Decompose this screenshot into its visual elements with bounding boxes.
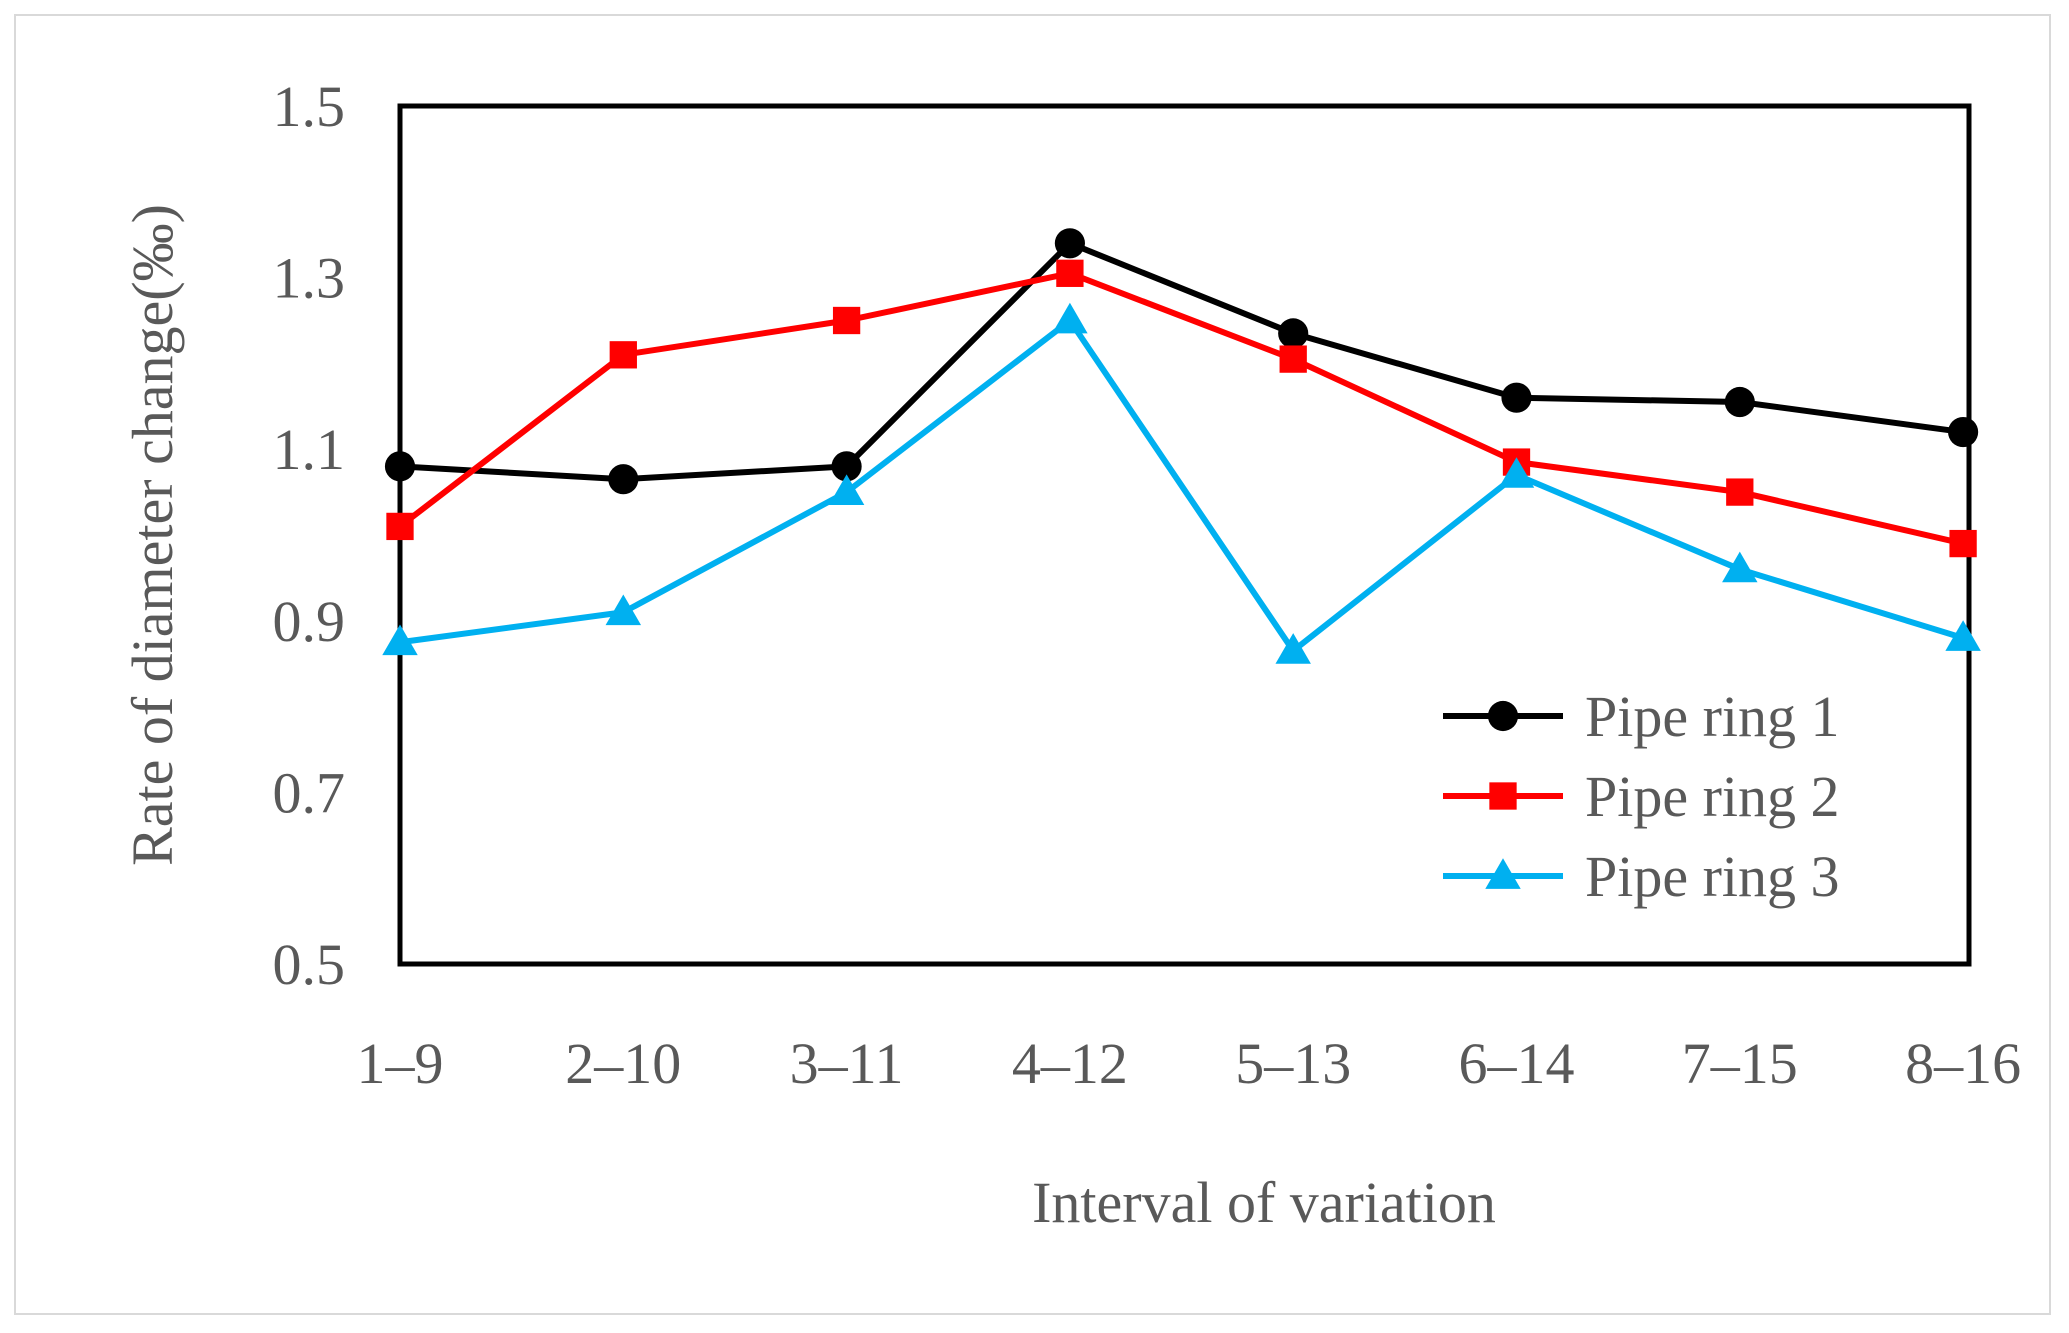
- data-point-square: [609, 341, 637, 369]
- data-point-square: [386, 512, 414, 541]
- x-tick-label: 6–14: [1459, 1031, 1575, 1096]
- legend-label: Pipe ring 1: [1585, 684, 1840, 749]
- series-line: [399, 240, 1964, 483]
- data-point-square: [1489, 782, 1517, 810]
- data-point-circle: [1278, 318, 1309, 349]
- data-point-circle: [384, 451, 416, 482]
- data-point-triangle: [1722, 551, 1758, 583]
- data-point-triangle: [1945, 620, 1981, 651]
- data-point-square: [1056, 259, 1084, 287]
- data-point-square: [1279, 345, 1307, 373]
- data-point-triangle: [1498, 457, 1535, 488]
- series-pipe-ring-1: [384, 228, 1979, 495]
- series-pipe-ring-3: [382, 302, 1981, 664]
- x-tick-label: 5–13: [1235, 1031, 1351, 1096]
- legend: Pipe ring 1 Pipe ring 2 Pipe ring 3: [1443, 684, 1840, 909]
- data-point-triangle: [605, 594, 642, 626]
- data-point-triangle: [828, 474, 865, 505]
- data-point-square: [1726, 478, 1754, 506]
- data-point-triangle: [382, 624, 418, 656]
- y-tick-label: 1.3: [273, 246, 346, 311]
- legend-label: Pipe ring 3: [1585, 844, 1840, 909]
- x-tick-label: 1–9: [357, 1031, 444, 1096]
- data-point-circle: [1948, 416, 1979, 448]
- data-point-square: [1949, 529, 1977, 558]
- data-point-circle: [1724, 386, 1755, 418]
- legend-label: Pipe ring 2: [1585, 764, 1840, 829]
- series-line: [399, 317, 1964, 654]
- x-tick-label: 3–11: [790, 1031, 904, 1096]
- y-tick-label: 0.7: [273, 760, 346, 825]
- y-tick-label: 0.9: [273, 589, 346, 654]
- y-tick-label: 0.5: [273, 932, 346, 997]
- series-line: [398, 270, 1964, 547]
- plot-area-border: [397, 103, 1972, 967]
- x-tick-label: 7–15: [1682, 1031, 1798, 1096]
- data-point-circle: [1054, 228, 1085, 259]
- x-tick-label: 8–16: [1905, 1031, 2021, 1096]
- data-point-square: [832, 306, 861, 335]
- data-point-circle: [1501, 382, 1532, 413]
- data-point-circle: [831, 451, 862, 482]
- x-axis-label: Interval of variation: [1032, 1170, 1496, 1235]
- data-point-circle: [608, 464, 639, 495]
- series-pipe-ring-2: [386, 259, 1977, 558]
- y-axis-label: Rate of diameter change(‰): [120, 204, 185, 866]
- y-tick-label: 1.5: [273, 74, 346, 139]
- data-point-triangle: [1052, 302, 1088, 334]
- data-point-triangle: [1275, 633, 1311, 664]
- legend-entry: Pipe ring 3: [1443, 844, 1840, 909]
- x-tick-label: 2–10: [565, 1031, 681, 1096]
- x-tick-label: 4–12: [1012, 1031, 1128, 1096]
- data-point-triangle: [1485, 858, 1521, 889]
- legend-entry: Pipe ring 2: [1443, 764, 1840, 829]
- chart-frame: [14, 14, 2051, 1315]
- y-tick-label: 1.1: [273, 417, 346, 482]
- data-point-circle: [1487, 700, 1519, 732]
- legend-entry: Pipe ring 1: [1443, 684, 1840, 749]
